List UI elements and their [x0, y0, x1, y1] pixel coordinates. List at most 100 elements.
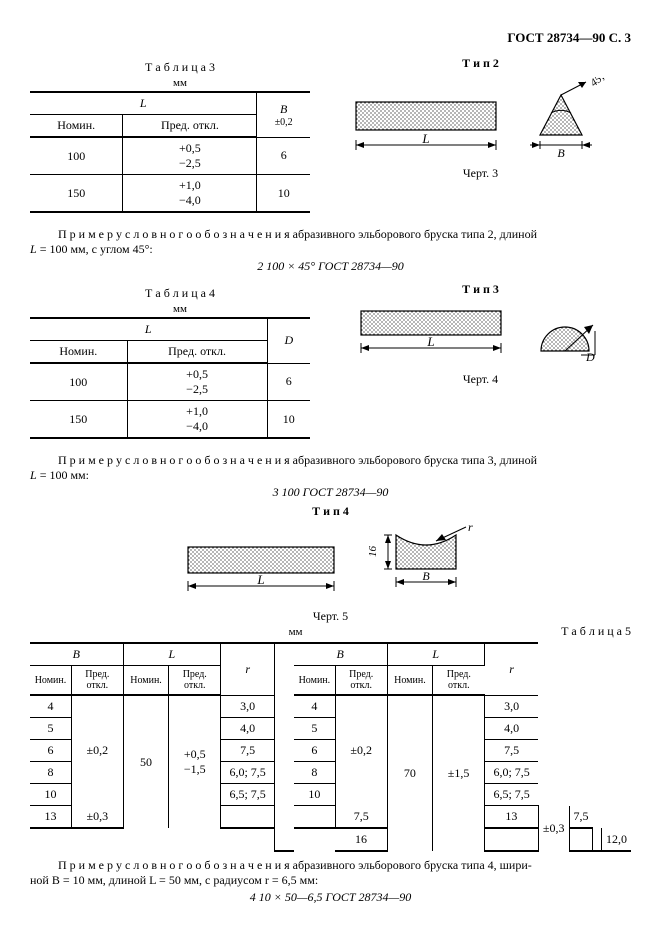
- tip3-semicircle-figure: D: [531, 313, 611, 368]
- example2-text: П р и м е р у с л о в н о г о о б о з н …: [30, 227, 631, 257]
- t5r-r6: 12,0: [602, 828, 632, 851]
- t5l-b1: 5: [30, 718, 71, 740]
- t5-nomin-r1: Номин.: [294, 666, 335, 696]
- t5r-r2: 7,5: [484, 740, 538, 762]
- t3-col-L: L: [140, 96, 147, 110]
- page-header: ГОСТ 28734—90 С. 3: [30, 30, 631, 46]
- t5r-b2: 6: [294, 740, 335, 762]
- t5l-tol1: ±0,2: [71, 695, 123, 806]
- t5l-r3: 6,0; 7,5: [221, 762, 275, 784]
- t5r-r3: 6,0; 7,5: [484, 762, 538, 784]
- tip2-bar-figure: L: [346, 92, 506, 162]
- t5-nomin-l2: Номин.: [123, 666, 169, 696]
- t3-col-B: B: [261, 102, 306, 117]
- t5-L-l: L: [169, 647, 176, 661]
- table5-title: Т а б л и ц а 5: [561, 624, 631, 639]
- t3-pred-hdr: Пред. откл.: [123, 115, 257, 138]
- t5-B-l: B: [73, 647, 80, 661]
- t5-B-r: B: [337, 647, 344, 661]
- tip2-dim-L: L: [421, 131, 429, 146]
- t5l-b3: 8: [30, 762, 71, 784]
- tip4-dim-L: L: [256, 572, 264, 587]
- table5-unit: мм: [289, 626, 303, 638]
- tip3-chert: Черт. 4: [330, 372, 631, 387]
- table3-unit: мм: [30, 77, 330, 89]
- table4: L D Номин. Пред. откл. 100 +0,5−2,5 6 15…: [30, 317, 310, 439]
- table4-title: Т а б л и ц а 4: [30, 286, 330, 301]
- example3-code: 3 100 ГОСТ 28734—90: [30, 485, 631, 500]
- tip2-angle: 45; 60°: [588, 77, 616, 89]
- t5l-r0: 3,0: [221, 695, 275, 718]
- tip2-triangle-figure: 45; 60° B: [526, 77, 616, 162]
- t5r-tol2: ±0,3: [538, 806, 569, 852]
- example3-text: П р и м е р у с л о в н о г о о б о з н …: [30, 453, 631, 483]
- t5-r-l: r: [245, 662, 250, 676]
- example2-code: 2 100 × 45° ГОСТ 28734—90: [30, 259, 631, 274]
- tip4-dim-r: r: [468, 525, 473, 534]
- tip4-dim-B: B: [422, 569, 430, 583]
- t5r-r5: 7,5: [569, 806, 593, 829]
- tip4-bar-figure: L: [176, 535, 346, 605]
- example4-text: П р и м е р у с л о в н о г о о б о з н …: [30, 858, 631, 888]
- t5l-r5: 7,5: [335, 806, 387, 829]
- t3-r2-pt: +1,0: [127, 178, 252, 193]
- t5-pred-r1: Пред. откл.: [335, 666, 387, 696]
- tip3-dim-L: L: [426, 334, 434, 349]
- t5r-Lnom: 70: [387, 695, 433, 851]
- t3-r1-nomin: 100: [30, 137, 123, 175]
- t5r-r0: 3,0: [484, 695, 538, 718]
- t5-pred-r2: Пред. откл.: [433, 666, 485, 696]
- t5r-b1: 5: [294, 718, 335, 740]
- example4-code: 4 10 × 50—6,5 ГОСТ 28734—90: [30, 890, 631, 905]
- tip4-figures: L r 16 B: [30, 525, 631, 605]
- t4-col-L: L: [145, 322, 152, 336]
- t4-r2-nomin: 150: [30, 401, 127, 439]
- t5l-tol2: ±0,3: [71, 806, 123, 829]
- t5r-r1: 4,0: [484, 718, 538, 740]
- section-tip2: Т а б л и ц а 3 мм L B ±0,2 Номин. Пред.…: [30, 56, 631, 221]
- table3-title: Т а б л и ц а 3: [30, 60, 330, 75]
- table3: L B ±0,2 Номин. Пред. откл. 100 +0,5−2,5…: [30, 91, 310, 213]
- t5l-r1: 4,0: [221, 718, 275, 740]
- t5r-Lpred: ±1,5: [433, 695, 485, 851]
- table4-unit: мм: [30, 303, 330, 315]
- t4-r1-pb: −2,5: [132, 382, 263, 397]
- t3-r1-pt: +0,5: [127, 141, 252, 156]
- t5-L-r: L: [432, 647, 439, 661]
- t5l-Lnom: 50: [123, 695, 169, 828]
- t5-r-r: r: [509, 662, 514, 676]
- t5-nomin-l1: Номин.: [30, 666, 71, 696]
- t3-nomin-hdr: Номин.: [30, 115, 123, 138]
- t4-r2-pb: −4,0: [132, 419, 263, 434]
- t5-pred-l2: Пред. откл.: [169, 666, 221, 696]
- t5r-b3: 8: [294, 762, 335, 784]
- t4-r2-d: 10: [267, 401, 310, 439]
- tip4-chert: Черт. 5: [30, 609, 631, 624]
- section-tip3: Т а б л и ц а 4 мм L D Номин. Пред. откл…: [30, 282, 631, 447]
- tip2-chert: Черт. 3: [330, 166, 631, 181]
- tip4-dim-16: 16: [367, 546, 379, 558]
- t3-r2-b: 10: [257, 175, 310, 213]
- t4-nomin-hdr: Номин.: [30, 341, 127, 364]
- t5r-b6: 16: [335, 828, 387, 851]
- t5l-r2: 7,5: [221, 740, 275, 762]
- t3-r2-pb: −4,0: [127, 193, 252, 208]
- t5r-b0: 4: [294, 695, 335, 718]
- t5r-tol1: ±0,2: [335, 695, 387, 806]
- tip4-label: Т и п 4: [30, 504, 631, 519]
- t4-r2-pt: +1,0: [132, 404, 263, 419]
- t3-col-B-tol: ±0,2: [261, 117, 306, 128]
- t5l-b0: 4: [30, 695, 71, 718]
- tip2-label: Т и п 2: [330, 56, 631, 71]
- t5l-r4: 6,5; 7,5: [221, 784, 275, 806]
- t4-pred-hdr: Пред. откл.: [127, 341, 267, 364]
- t4-col-D: D: [284, 333, 293, 347]
- table5: B L r B L r Номин. Пред. откл. Номин. Пр…: [30, 642, 631, 852]
- t4-r1-nomin: 100: [30, 363, 127, 401]
- t5r-b5: 13: [484, 806, 538, 829]
- t5-nomin-r2: Номин.: [387, 666, 433, 696]
- tip3-bar-figure: L: [351, 303, 511, 368]
- t3-r1-b: 6: [257, 137, 310, 175]
- tip2-dim-B: B: [557, 146, 565, 160]
- t5l-Lpred: +0,5−1,5: [169, 695, 221, 828]
